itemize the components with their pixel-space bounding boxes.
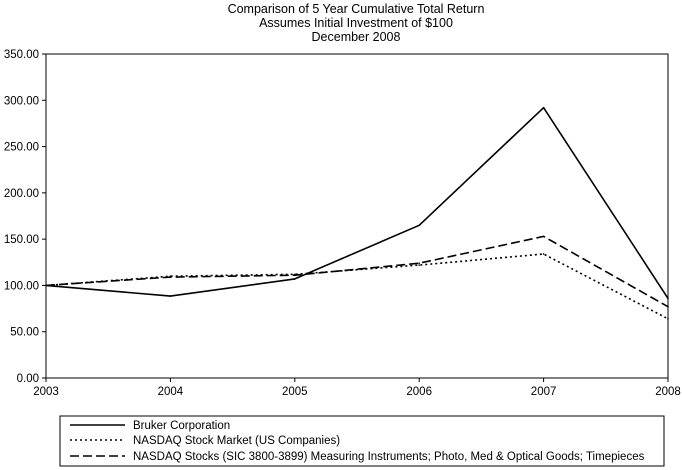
chart-title-line-3: December 2008 <box>312 30 401 44</box>
x-tick-label: 2006 <box>406 386 432 398</box>
legend-label-nasdaq-market: NASDAQ Stock Market (US Companies) <box>133 435 340 447</box>
legend-box <box>59 415 665 467</box>
y-tick-label: 250.00 <box>4 142 39 154</box>
legend: Bruker Corporation NASDAQ Stock Market (… <box>59 415 665 467</box>
x-tick-label: 2005 <box>282 386 308 398</box>
series-1-point <box>667 317 669 320</box>
series-line-0 <box>45 106 669 299</box>
series-line-1 <box>45 253 669 320</box>
chart-title-line-1: Comparison of 5 Year Cumulative Total Re… <box>228 2 485 16</box>
y-tick-label: 100.00 <box>4 280 39 292</box>
plot-area <box>45 53 669 379</box>
y-tick-label: 200.00 <box>4 188 39 200</box>
series-2-point <box>45 284 47 287</box>
x-tick-label: 2004 <box>158 386 184 398</box>
legend-label-nasdaq-sic: NASDAQ Stocks (SIC 3800-3899) Measuring … <box>133 451 645 463</box>
x-tick-label: 2008 <box>655 386 681 398</box>
series-2-point <box>667 305 669 308</box>
series-0-point <box>294 278 296 280</box>
series-2-point <box>542 235 545 238</box>
series-1-point <box>542 253 545 255</box>
chart-title-line-2: Assumes Initial Investment of $100 <box>259 16 453 30</box>
series-0-point <box>667 297 669 300</box>
series-2-point <box>294 274 296 277</box>
y-tick-label: 300.00 <box>4 95 39 107</box>
series-2-point <box>418 262 421 265</box>
series-2-point <box>169 276 172 278</box>
series-1-point <box>418 264 421 266</box>
y-tick-label: 150.00 <box>4 234 39 246</box>
series-0-point <box>169 295 172 297</box>
y-tick-label: 50.00 <box>10 327 39 339</box>
series-layer <box>45 106 669 320</box>
x-tick-label: 2003 <box>33 386 59 398</box>
legend-label-bruker: Bruker Corporation <box>133 420 230 432</box>
y-tick-label: 350.00 <box>4 49 39 61</box>
series-line-2 <box>45 235 669 308</box>
x-axis: 2003 2004 2005 2006 2007 2008 <box>33 378 681 398</box>
x-tick-label: 2007 <box>531 386 557 398</box>
y-tick-label: 0.00 <box>17 373 39 385</box>
series-0-point <box>418 224 421 227</box>
y-axis: 0.00 50.00 100.00 150.00 200.00 250.00 300.00 3… <box>4 49 46 385</box>
series-0-point <box>542 106 545 109</box>
